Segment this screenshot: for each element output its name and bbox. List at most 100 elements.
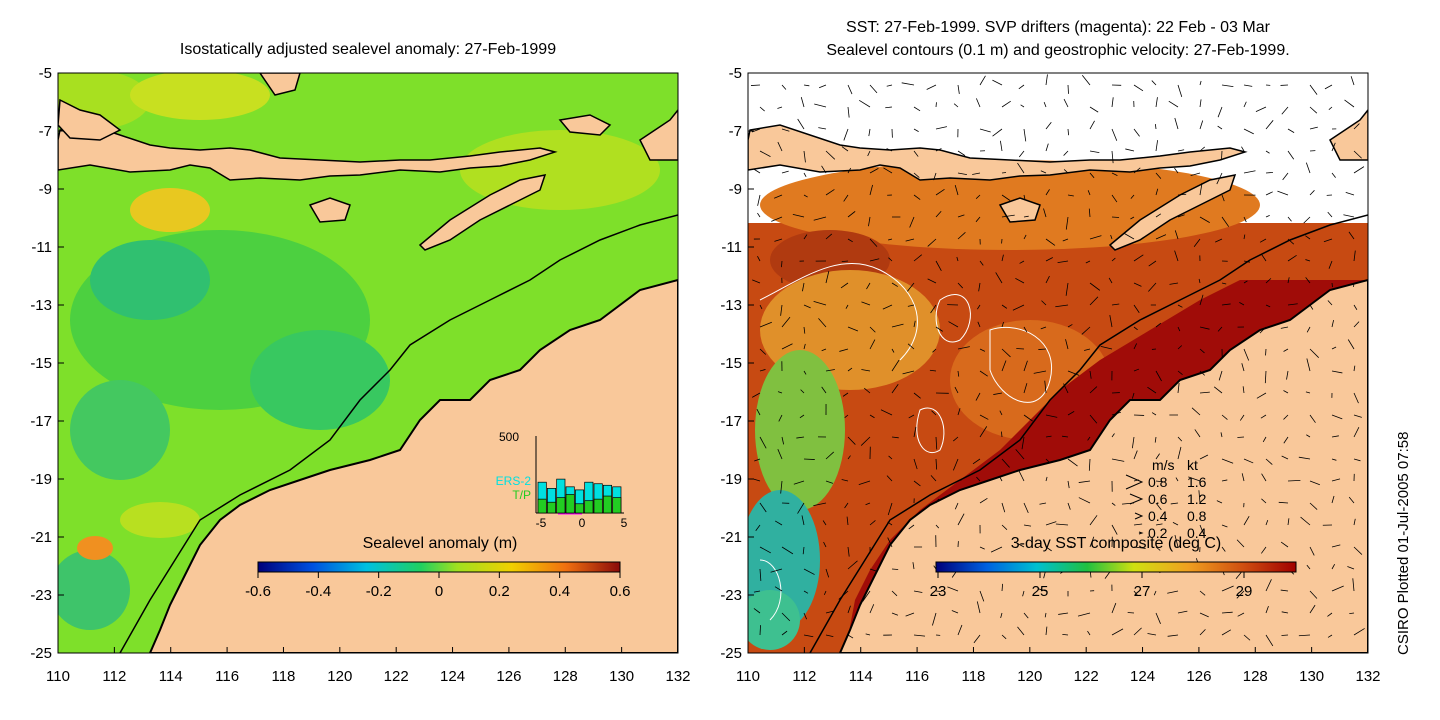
velocity-arrow xyxy=(1001,348,1011,358)
velocity-arrow xyxy=(1133,590,1139,597)
y-tick-label: -21 xyxy=(30,529,52,546)
velocity-arrow xyxy=(1151,412,1157,416)
colorbar-tick-label: 27 xyxy=(1134,583,1151,600)
velocity-arrow xyxy=(1199,326,1210,330)
velocity-arrow xyxy=(759,348,767,355)
velocity-arrow xyxy=(1177,383,1180,394)
velocity-arrow xyxy=(847,211,856,218)
velocity-arrow xyxy=(887,502,893,516)
velocity-arrow xyxy=(1020,104,1025,108)
velocity-arrow xyxy=(1089,296,1099,306)
velocity-arrow xyxy=(1067,370,1080,376)
velocity-arrow xyxy=(825,634,834,638)
velocity-arrow xyxy=(1111,458,1125,462)
sealevel-contour xyxy=(759,262,918,361)
velocity-arrow xyxy=(979,75,986,86)
velocity-arrow xyxy=(823,590,827,596)
velocity-arrow xyxy=(1154,436,1157,443)
velocity-arrow xyxy=(1265,171,1273,174)
velocity-arrow xyxy=(1065,282,1069,296)
velocity-arrow xyxy=(781,546,794,555)
velocity-arrow xyxy=(913,172,920,178)
velocity-arrow xyxy=(888,455,893,460)
velocity-arrow xyxy=(1001,172,1007,174)
velocity-arrow xyxy=(1130,194,1135,199)
velocity-arrow xyxy=(799,414,805,419)
velocity-arrow xyxy=(1001,304,1008,309)
velocity-arrow xyxy=(1045,626,1048,636)
sla-colorbar-ticks: -0.6 -0.4 -0.2 0 0.2 0.4 0.6 xyxy=(245,572,630,600)
velocity-arrow xyxy=(901,82,915,86)
velocity-arrow xyxy=(1261,473,1267,482)
velocity-arrow xyxy=(803,326,806,334)
inset-xtick: 5 xyxy=(621,516,628,530)
velocity-arrow xyxy=(1133,167,1141,174)
velocity-arrow xyxy=(822,520,827,526)
velocity-arrow xyxy=(1241,473,1245,482)
velocity-arrow xyxy=(907,282,915,292)
y-tick-label: -17 xyxy=(30,413,52,430)
velocity-arrow xyxy=(1131,436,1135,449)
velocity-arrow xyxy=(979,426,988,438)
x-tick-label: 110 xyxy=(46,668,70,685)
velocity-arrow xyxy=(751,392,761,398)
x-tick-label: 124 xyxy=(1130,668,1155,685)
velocity-arrow xyxy=(1331,564,1336,570)
velocity-arrow xyxy=(976,98,981,108)
island xyxy=(259,73,301,96)
velocity-arrow xyxy=(868,216,871,227)
velocity-arrow xyxy=(933,172,937,181)
velocity-arrow xyxy=(1061,435,1069,438)
velocity-arrow xyxy=(759,304,763,310)
velocity-arrow xyxy=(1015,449,1025,460)
velocity-arrow xyxy=(1017,626,1025,636)
velocity-arrow xyxy=(1045,238,1056,246)
velocity-arrow xyxy=(1169,282,1179,285)
y-tick-label: -21 xyxy=(720,529,742,546)
sealevel-contour xyxy=(935,294,971,343)
sla-colorbar-label: Sealevel anomaly (m) xyxy=(363,535,518,552)
velocity-arrow xyxy=(753,168,761,174)
inset-bars xyxy=(537,478,622,514)
velocity-arrow xyxy=(957,370,960,377)
velocity-arrow xyxy=(999,410,1003,416)
velocity-arrow xyxy=(803,150,806,163)
velocity-arrow xyxy=(1281,634,1289,636)
velocity-arrow xyxy=(1199,182,1203,196)
velocity-arrow xyxy=(1243,84,1253,87)
x-tick-label: 112 xyxy=(102,668,126,685)
velocity-arrow xyxy=(1001,524,1008,530)
velocity-arrow xyxy=(1281,455,1289,460)
velocity-arrow xyxy=(1306,434,1311,438)
velocity-arrow xyxy=(1347,339,1355,350)
shelf-contour xyxy=(809,214,1368,653)
legend-ms: 0.4 xyxy=(1148,508,1168,524)
velocity-arrow xyxy=(803,304,811,309)
velocity-arrow xyxy=(1177,326,1181,332)
velocity-arrow xyxy=(1287,303,1298,306)
velocity-arrow xyxy=(1352,578,1355,592)
velocity-arrow xyxy=(860,436,871,446)
velocity-arrow xyxy=(948,321,959,328)
velocity-arrow xyxy=(887,238,893,241)
velocity-arrow xyxy=(979,370,988,377)
velocity-arrow xyxy=(1221,84,1234,88)
velocity-arrow xyxy=(1287,254,1297,262)
velocity-arrow xyxy=(957,624,963,636)
velocity-arrow xyxy=(927,278,937,284)
velocity-arrow xyxy=(882,304,893,310)
velocity-arrow xyxy=(1111,602,1117,614)
velocity-arrow xyxy=(759,106,765,112)
right-map-title-line1: SST: 27-Feb-1999. SVP drifters (magenta)… xyxy=(846,19,1270,36)
velocity-arrow xyxy=(1154,124,1157,130)
sealevel-contour xyxy=(916,407,945,453)
velocity-arrow xyxy=(979,414,989,420)
sla-patch xyxy=(90,240,210,320)
velocity-arrow xyxy=(800,389,805,394)
velocity-arrow xyxy=(913,106,921,112)
velocity-arrow xyxy=(886,84,893,87)
velocity-arrow xyxy=(1111,502,1116,506)
velocity-arrow xyxy=(1331,495,1335,504)
sla-patch xyxy=(130,73,270,120)
velocity-arrow xyxy=(825,189,835,196)
